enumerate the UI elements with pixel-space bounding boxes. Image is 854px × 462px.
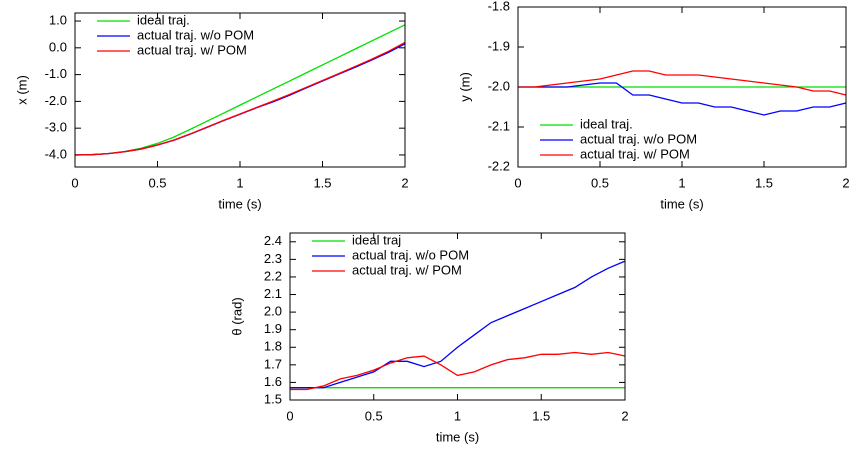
y-tick-label: -3.0 <box>45 120 67 135</box>
y-tick-label: 1.9 <box>264 321 282 336</box>
x-tick-label: 2 <box>401 175 408 190</box>
x-tick-label: 1.5 <box>755 175 773 190</box>
x-tick-label: 1.5 <box>313 175 331 190</box>
legend-label: actual traj. w/ POM <box>580 146 690 161</box>
y-tick-label: -2.0 <box>488 78 510 93</box>
x-tick-label: 0.5 <box>365 408 383 423</box>
series-line <box>74 43 406 156</box>
y-tick-label: 2.2 <box>264 268 282 283</box>
x-tick-label: 2 <box>842 175 849 190</box>
y-tick-label: 1.8 <box>264 339 282 354</box>
x-tick-label: 0 <box>71 175 78 190</box>
plot-frame <box>74 12 406 168</box>
legend-label: actual traj. w/ POM <box>137 42 247 57</box>
y-tick-label: -1.0 <box>45 66 67 81</box>
y-tick-label: 1.7 <box>264 356 282 371</box>
y-axis-label: x (m) <box>14 75 29 105</box>
y-tick-label: 0.0 <box>49 39 67 54</box>
x-axis-label: time (s) <box>660 196 703 211</box>
x-tick-label: 1 <box>236 175 243 190</box>
legend-label: ideal traj <box>352 232 401 247</box>
x-axis-label: time (s) <box>436 429 479 444</box>
y-tick-label: 1.5 <box>264 391 282 406</box>
series-line <box>74 41 406 156</box>
y-axis-label: θ (rad) <box>229 297 244 335</box>
legend-label: actual traj. w/ POM <box>352 262 462 277</box>
x-tick-label: 0.5 <box>148 175 166 190</box>
series-line <box>518 70 847 96</box>
series-line <box>290 260 626 389</box>
y-tick-label: 1.0 <box>49 12 67 27</box>
y-tick-label: 2.3 <box>264 251 282 266</box>
y-tick-label: -2.0 <box>45 93 67 108</box>
y-tick-label: 2.4 <box>264 233 282 248</box>
x-tick-label: 1.5 <box>532 408 550 423</box>
y-axis-label: y (m) <box>457 72 472 102</box>
legend-label: actual traj. w/o POM <box>137 27 254 42</box>
x-tick-label: 0 <box>514 175 521 190</box>
plot-frame <box>289 232 626 401</box>
x-axis-label: time (s) <box>218 196 261 211</box>
x-tick-label: 1 <box>678 175 685 190</box>
legend-label: actual traj. w/o POM <box>352 247 469 262</box>
x-tick-label: 0.5 <box>591 175 609 190</box>
y-tick-label: -2.2 <box>488 158 510 173</box>
plot-frame <box>517 6 847 168</box>
x-tick-label: 1 <box>454 408 461 423</box>
y-tick-label: 2.1 <box>264 286 282 301</box>
y-tick-label: -4.0 <box>45 146 67 161</box>
y-tick-label: -1.9 <box>488 38 510 53</box>
x-tick-label: 0 <box>286 408 293 423</box>
y-tick-label: 2.0 <box>264 304 282 319</box>
legend-label: actual traj. w/o POM <box>580 131 697 146</box>
legend-label: ideal traj. <box>580 116 633 131</box>
y-tick-label: -2.1 <box>488 118 510 133</box>
y-tick-label: 1.6 <box>264 374 282 389</box>
x-tick-label: 2 <box>621 408 628 423</box>
y-tick-label: -1.8 <box>488 0 510 13</box>
series-line <box>290 351 626 391</box>
series-line <box>518 82 847 116</box>
legend-label: ideal traj. <box>137 12 190 27</box>
